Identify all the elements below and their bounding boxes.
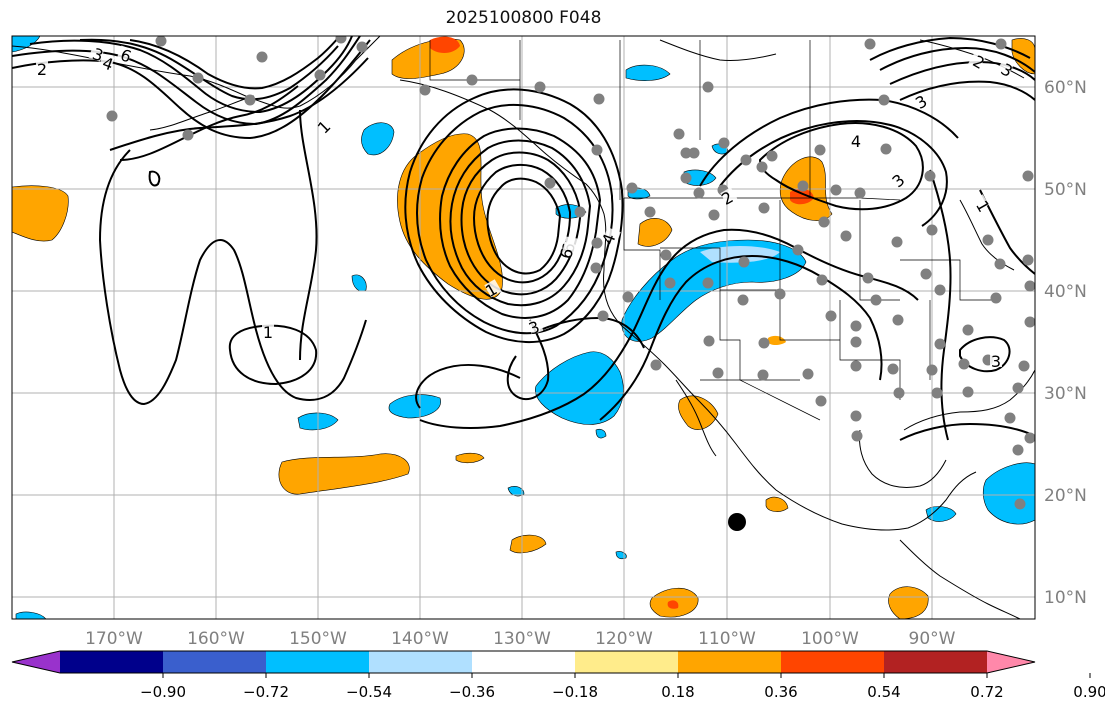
point-marker: [728, 513, 746, 531]
positive-anomaly-region: [509, 534, 547, 554]
contour-label-background: [914, 91, 932, 110]
colorbar-tick-label: 0.36: [764, 683, 797, 701]
contour-label: 2: [37, 60, 47, 79]
colorbar: −0.90 −0.72 −0.54 −0.36 −0.18 0.18 0.36 0.54 0.7…: [11, 650, 1105, 701]
contour-label: 6: [556, 246, 577, 261]
contour-label-background: [98, 53, 115, 71]
contour-label-background: [603, 227, 621, 244]
contour-label: 3: [991, 352, 1001, 371]
negative-anomaly-region: [351, 274, 367, 292]
colorbar-segment: [472, 651, 576, 673]
contour-label-background: [891, 169, 910, 188]
colorbar-segment: [575, 651, 679, 673]
colorbar-tick-label: 0.90: [1073, 683, 1105, 701]
political-borders: [429, 40, 1000, 421]
latitude-label: 30°N: [1044, 384, 1087, 404]
positive-anomaly-region: [678, 395, 719, 430]
contour-label: 1: [263, 323, 273, 342]
longitude-labels: 170°W 160°W 150°W 140°W 130°W 120°W 110°W 100°W…: [85, 629, 956, 649]
colorbar-tick-label: −0.54: [346, 683, 392, 701]
negative-anomaly-region: [507, 486, 525, 497]
latitude-label: 40°N: [1044, 282, 1087, 302]
positive-anomaly-region: [667, 600, 679, 609]
map-frame: [11, 35, 1036, 620]
negative-anomaly-region: [361, 122, 395, 156]
latitude-label: 20°N: [1044, 486, 1087, 506]
contour-lines: [12, 36, 1035, 441]
positive-anomaly-region: [637, 218, 673, 247]
contour-label-background: [561, 241, 579, 258]
positive-anomaly-region: [455, 452, 485, 464]
longitude-label: 130°W: [493, 629, 551, 649]
positive-anomaly-region: [765, 496, 789, 512]
positive-anomaly-region: [790, 188, 814, 205]
contour-label-background: [850, 133, 862, 147]
positive-anomaly-region: [888, 586, 929, 619]
longitude-label: 90°W: [909, 629, 956, 649]
positive-anomaly-region: [12, 185, 69, 242]
contour-label-background: [990, 353, 1002, 367]
contour-label-background: [968, 51, 986, 70]
contour-label-background: [527, 317, 544, 335]
negative-anomaly-region: [625, 64, 671, 81]
colorbar-segment: [163, 651, 267, 673]
longitude-label: 120°W: [595, 629, 653, 649]
latitude-label: 50°N: [1044, 180, 1087, 200]
colorbar-segment: [369, 651, 473, 673]
colorbar-outline: [11, 650, 1036, 674]
negative-anomaly-region: [15, 611, 47, 619]
colorbar-extend-low: [12, 651, 60, 673]
positive-anomaly-region: [768, 335, 786, 345]
contour-label-background: [720, 187, 738, 206]
map-area: [12, 36, 1035, 619]
longitude-label: 150°W: [289, 629, 347, 649]
negative-anomaly-region: [595, 428, 607, 439]
contour-label-background: [484, 279, 502, 298]
contour-label-background: [970, 194, 989, 212]
colorbar-segment: [678, 651, 782, 673]
anomaly-fills: [12, 36, 1035, 619]
chart-title: 2025100800 F048: [445, 8, 602, 28]
colorbar-tick-label: 0.54: [867, 683, 900, 701]
colorbar-tick-label: −0.18: [552, 683, 598, 701]
longitude-label: 140°W: [391, 629, 449, 649]
latitude-labels: 60°N 50°N 40°N 30°N 20°N 10°N: [1044, 78, 1087, 608]
longitude-label: 170°W: [85, 629, 143, 649]
positive-anomaly-region: [278, 453, 410, 495]
contour-label-background: [116, 45, 133, 63]
colorbar-tick-label: −0.72: [243, 683, 289, 701]
longitude-label: 100°W: [801, 629, 859, 649]
colorbar-tick-label: 0.18: [661, 683, 694, 701]
colorbar-tick-label: −0.36: [449, 683, 495, 701]
colorbar-segment: [781, 651, 885, 673]
contour-label-background: [88, 44, 105, 62]
contour-label-background: [262, 324, 274, 338]
longitude-label: 160°W: [187, 629, 245, 649]
contour-label-background: [36, 61, 48, 75]
colorbar-tick-label: −0.90: [140, 683, 186, 701]
colorbar-tick-label: 0.72: [970, 683, 1003, 701]
contour-label-background: [317, 115, 336, 134]
station-markers: [106, 36, 1035, 510]
contour-label-background: [996, 59, 1014, 78]
contour-label: 4: [851, 132, 861, 151]
colorbar-extend-high: [987, 651, 1035, 673]
negative-anomaly-region: [621, 239, 807, 342]
graticule: [12, 36, 1035, 619]
colorbar-segment: [60, 651, 164, 673]
negative-anomaly-region: [925, 506, 957, 522]
longitude-label: 110°W: [698, 629, 756, 649]
positive-anomaly-region: [430, 36, 460, 53]
latitude-label: 10°N: [1044, 588, 1087, 608]
latitude-label: 60°N: [1044, 78, 1087, 98]
colorbar-segment: [266, 651, 370, 673]
colorbar-segment: [884, 651, 988, 673]
negative-anomaly-region: [388, 394, 441, 419]
